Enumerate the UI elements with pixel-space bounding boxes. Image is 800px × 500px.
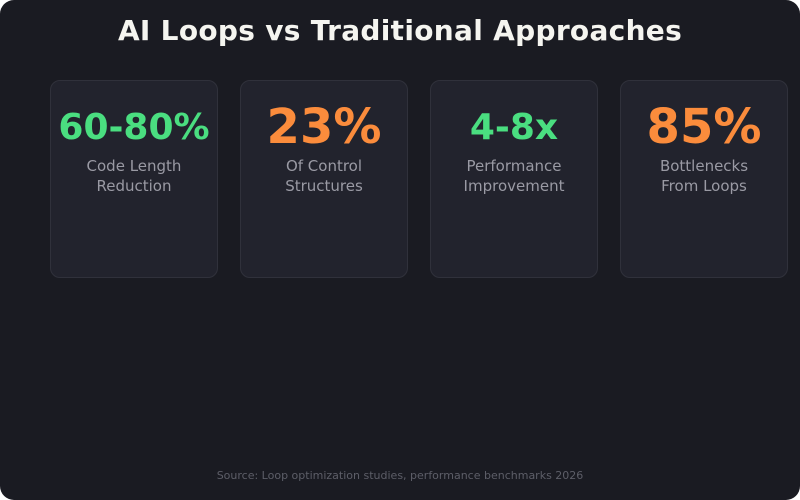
- stat-value: 60-80%: [58, 107, 210, 148]
- stat-card-code-length: 60-80% Code Length Reduction: [50, 80, 218, 278]
- stat-label: Of Control Structures: [241, 156, 407, 196]
- stat-label: Code Length Reduction: [51, 156, 217, 196]
- stat-label-line: Improvement: [463, 177, 565, 195]
- stat-label-line: From Loops: [661, 177, 747, 195]
- stat-card-bottlenecks: 85% Bottlenecks From Loops: [620, 80, 788, 278]
- stat-value: 23%: [266, 99, 382, 155]
- stat-label-line: Performance: [466, 157, 562, 175]
- stat-label: Performance Improvement: [431, 156, 597, 196]
- stat-label-line: Reduction: [96, 177, 172, 195]
- stat-label: Bottlenecks From Loops: [621, 156, 787, 196]
- stat-card-performance: 4-8x Performance Improvement: [430, 80, 598, 278]
- page-title: AI Loops vs Traditional Approaches: [117, 14, 683, 47]
- stat-label-line: Of Control: [285, 157, 363, 175]
- stat-cards: 60-80% Code Length Reduction 23% Of Cont…: [50, 80, 788, 280]
- source-note: Source: Loop optimization studies, perfo…: [216, 469, 584, 482]
- stat-label-line: Bottlenecks: [659, 157, 749, 175]
- stat-label-line: Structures: [285, 177, 363, 195]
- stat-label-line: Code Length: [86, 157, 182, 175]
- stat-value: 4-8x: [469, 107, 559, 148]
- stat-card-control-structures: 23% Of Control Structures: [240, 80, 408, 278]
- stat-value: 85%: [646, 99, 762, 155]
